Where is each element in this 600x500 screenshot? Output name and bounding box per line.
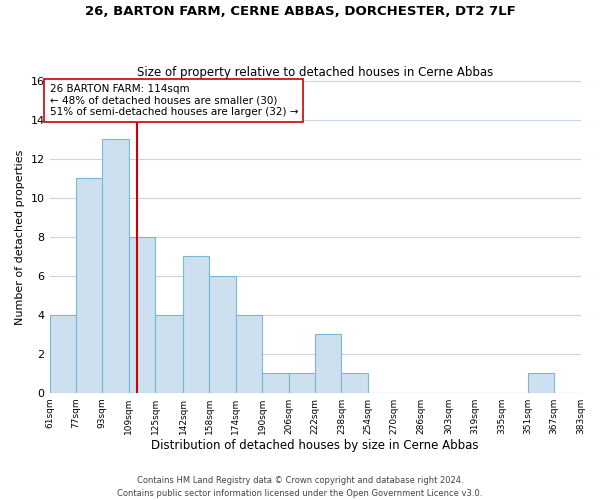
Bar: [209, 276, 236, 392]
Title: Size of property relative to detached houses in Cerne Abbas: Size of property relative to detached ho…: [137, 66, 493, 78]
X-axis label: Distribution of detached houses by size in Cerne Abbas: Distribution of detached houses by size …: [151, 440, 479, 452]
Bar: [155, 315, 183, 392]
Bar: [183, 256, 209, 392]
Y-axis label: Number of detached properties: Number of detached properties: [15, 149, 25, 324]
Text: Contains HM Land Registry data © Crown copyright and database right 2024.
Contai: Contains HM Land Registry data © Crown c…: [118, 476, 482, 498]
Bar: [76, 178, 103, 392]
Bar: [262, 373, 289, 392]
Text: 26, BARTON FARM, CERNE ABBAS, DORCHESTER, DT2 7LF: 26, BARTON FARM, CERNE ABBAS, DORCHESTER…: [85, 5, 515, 18]
Text: 26 BARTON FARM: 114sqm
← 48% of detached houses are smaller (30)
51% of semi-det: 26 BARTON FARM: 114sqm ← 48% of detached…: [50, 84, 298, 117]
Bar: [128, 237, 155, 392]
Bar: [50, 315, 76, 392]
Bar: [103, 140, 128, 392]
Bar: [528, 373, 554, 392]
Bar: [315, 334, 341, 392]
Bar: [341, 373, 368, 392]
Bar: [236, 315, 262, 392]
Bar: [289, 373, 315, 392]
